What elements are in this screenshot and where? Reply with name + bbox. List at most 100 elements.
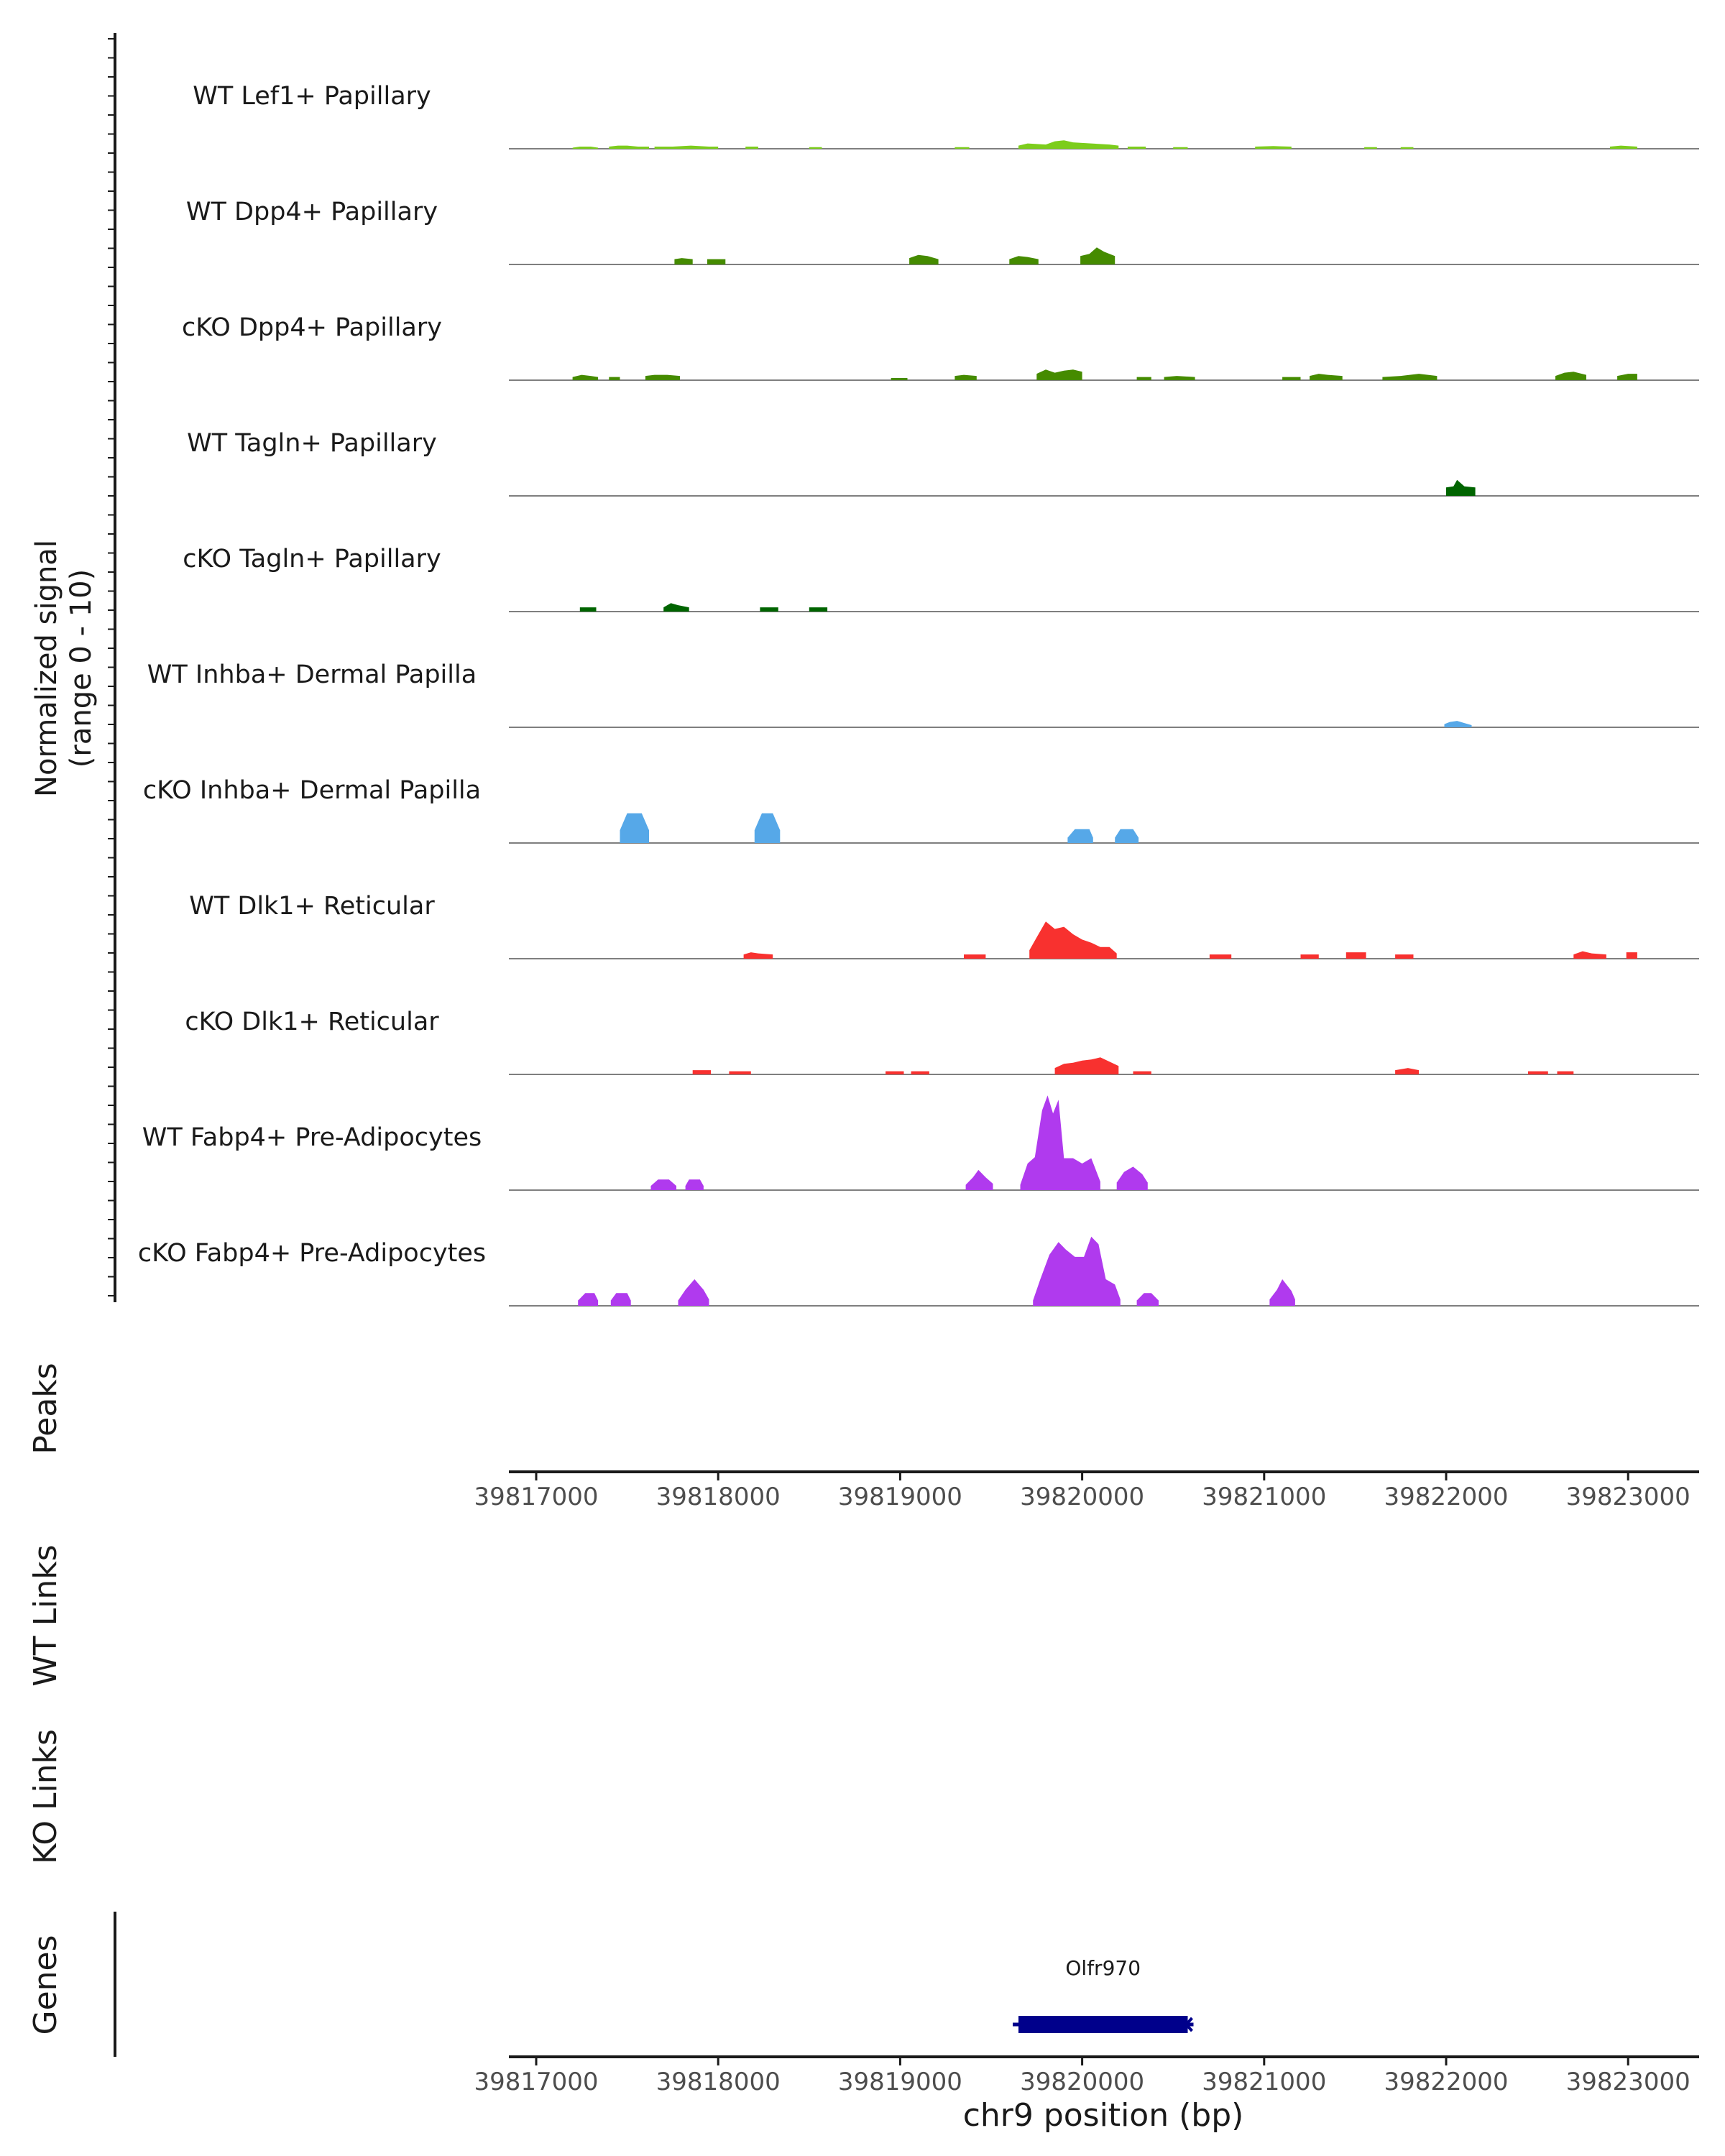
track-label: WT Tagln+ Papillary (187, 429, 437, 458)
y-axis-label-line1: Normalized signal (30, 540, 63, 797)
coverage-area (1300, 954, 1319, 959)
coverage-area (1018, 140, 1119, 149)
track-label: cKO Dlk1+ Reticular (185, 1008, 439, 1036)
coverage-area (610, 1293, 631, 1306)
x-tick-label: 39819000 (838, 1483, 962, 1511)
x-tick-label: 39820000 (1020, 1483, 1144, 1511)
coverage-area (1557, 1071, 1574, 1074)
coverage-area (1269, 1279, 1295, 1306)
coverage-area (578, 1293, 599, 1306)
coverage-area (1033, 1236, 1121, 1306)
y-axis-label-line2: (range 0 - 10) (65, 569, 98, 768)
coverage-area (609, 145, 649, 149)
x-tick-label: 39822000 (1384, 1483, 1508, 1511)
coverage-area (954, 147, 970, 149)
coverage-tracks: WT Lef1+ Papillary WT Dpp4+ Papillary cKO … (138, 82, 1699, 1307)
gene-models: Olfr970 (1013, 1956, 1194, 2033)
coverage-area (620, 813, 649, 843)
genes-x-axis: 39817000 39818000 39819000 39820000 39821000… (474, 2055, 1699, 2096)
coverage-area (965, 1169, 993, 1190)
coverage-area (707, 259, 726, 264)
coverage-area (572, 374, 599, 380)
peaks-x-axis: 39817000 39818000 39819000 39820000 39821000… (474, 1470, 1699, 1511)
coverage-area (729, 1071, 751, 1074)
wt-links-panel-label: WT Links (27, 1544, 64, 1686)
signal-y-axis (108, 33, 116, 1302)
coverage-area (1127, 147, 1146, 149)
coverage-area (1009, 256, 1039, 264)
coverage-area (650, 1179, 676, 1190)
x-tick-label: 39817000 (474, 2068, 598, 2096)
coverage-area (674, 258, 693, 264)
track-label: WT Inhba+ Dermal Papilla (147, 660, 477, 689)
track-3: cKO Dpp4+ Papillary (182, 313, 1699, 381)
coverage-area (1444, 721, 1472, 727)
track-label: cKO Inhba+ Dermal Papilla (143, 776, 481, 805)
coverage-area (809, 607, 828, 612)
coverage-area (645, 374, 680, 380)
coverage-area (1020, 1095, 1100, 1190)
x-tick-label: 39818000 (656, 2068, 781, 2096)
track-4: WT Tagln+ Papillary (187, 429, 1699, 497)
coverage-area (1080, 247, 1116, 264)
coverage-area (692, 1070, 712, 1074)
coverage-area (1115, 829, 1139, 843)
coverage-area (1054, 1057, 1119, 1074)
track-label: WT Lef1+ Papillary (193, 82, 431, 111)
track-label: WT Dpp4+ Papillary (186, 198, 438, 226)
coverage-area (954, 374, 977, 380)
coverage-area (964, 954, 986, 959)
coverage-area (743, 952, 773, 959)
coverage-area (891, 378, 908, 380)
x-tick-label: 39822000 (1384, 2068, 1508, 2096)
x-tick-label: 39820000 (1020, 2068, 1144, 2096)
track-1: WT Lef1+ Papillary (193, 82, 1699, 149)
gene-strand-arrow (1018, 2017, 1027, 2032)
coverage-area (1282, 377, 1301, 380)
coverage-area (1528, 1071, 1548, 1074)
genes-panel-label: Genes (27, 1935, 64, 2035)
coverage-area (572, 147, 599, 149)
x-tick-label: 39818000 (656, 1483, 781, 1511)
coverage-area (1617, 374, 1637, 380)
coverage-area (685, 1179, 704, 1190)
coverage-area (886, 1071, 904, 1074)
coverage-area (911, 1071, 929, 1074)
coverage-area (1395, 954, 1414, 959)
track-6: WT Inhba+ Dermal Papilla (147, 660, 1699, 728)
track-label: WT Dlk1+ Reticular (189, 892, 435, 921)
track-8: WT Dlk1+ Reticular (189, 892, 1699, 959)
coverage-area (1609, 145, 1637, 149)
track-10: WT Fabp4+ Pre-Adipocytes (142, 1095, 1699, 1191)
gene-strand-arrow (1184, 2017, 1193, 2032)
ko-links-panel-label: KO Links (27, 1729, 64, 1864)
track-5: cKO Tagln+ Papillary (183, 545, 1699, 612)
coverage-area (745, 147, 758, 149)
coverage-area (760, 607, 778, 612)
coverage-area (1116, 1166, 1148, 1190)
coverage-area (1067, 829, 1093, 843)
x-tick-label: 39823000 (1566, 1483, 1690, 1511)
coverage-area (663, 603, 689, 612)
track-11: cKO Fabp4+ Pre-Adipocytes (138, 1236, 1699, 1307)
coverage-area (1446, 479, 1476, 496)
coverage-area (1573, 951, 1606, 959)
x-axis-title: chr9 position (bp) (963, 2097, 1244, 2134)
x-tick-label: 39819000 (838, 2068, 962, 2096)
coverage-area (654, 145, 719, 149)
coverage-area (1382, 374, 1438, 380)
coverage-area (1136, 377, 1151, 380)
coverage-area (579, 607, 597, 612)
peaks-panel-label: Peaks (27, 1363, 64, 1454)
coverage-area (1164, 376, 1195, 380)
coverage-area (1133, 1071, 1151, 1074)
track-label: cKO Tagln+ Papillary (183, 545, 441, 573)
coverage-area (1400, 147, 1414, 149)
track-label: cKO Dpp4+ Papillary (182, 313, 442, 342)
coverage-area (1555, 372, 1586, 380)
gene-name-label: Olfr970 (1065, 1956, 1141, 1980)
coverage-area (678, 1279, 709, 1306)
track-2: WT Dpp4+ Papillary (186, 198, 1699, 265)
track-label: cKO Fabp4+ Pre-Adipocytes (138, 1239, 486, 1268)
coverage-area (809, 147, 822, 149)
